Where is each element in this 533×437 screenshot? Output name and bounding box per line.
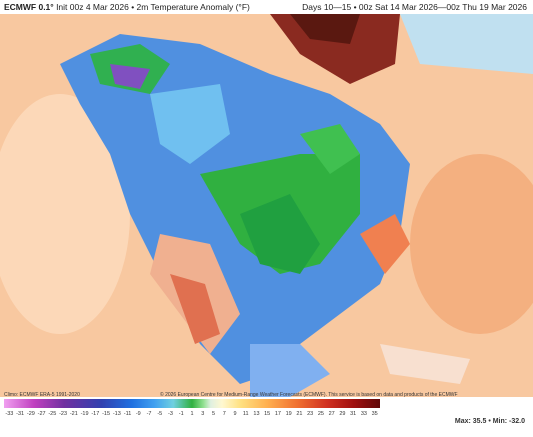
colorbar-tick-label: 13 bbox=[253, 411, 260, 417]
map bbox=[0, 14, 533, 397]
colorbar-tick-label: -25 bbox=[48, 411, 57, 417]
subtitle: Init 00z 4 Mar 2026 • 2m Temperature Ano… bbox=[56, 2, 250, 12]
colorbar-tick-label: 31 bbox=[350, 411, 357, 417]
colorbar-tick-label: 19 bbox=[285, 411, 292, 417]
colorbar-tick-label: 35 bbox=[371, 411, 378, 417]
colorbar-tick-label: -13 bbox=[112, 411, 121, 417]
copyright: © 2026 European Centre for Medium-Range … bbox=[160, 392, 458, 398]
colorbar-tick-label: -21 bbox=[69, 411, 78, 417]
colorbar-tick-label: 7 bbox=[222, 411, 226, 417]
colorbar-tick-label: -5 bbox=[157, 411, 163, 417]
colorbar-tick-label: 3 bbox=[201, 411, 205, 417]
colorbar-tick-label: 17 bbox=[274, 411, 281, 417]
colorbar bbox=[4, 399, 380, 408]
colorbar-tick-label: 27 bbox=[328, 411, 335, 417]
colorbar-tick-label: -9 bbox=[135, 411, 141, 417]
colorbar-tick-label: -17 bbox=[91, 411, 100, 417]
colorbar-tick-label: -29 bbox=[26, 411, 35, 417]
colorbar-tick-label: -7 bbox=[146, 411, 152, 417]
colorbar-tick-label: -15 bbox=[102, 411, 111, 417]
model: ECMWF 0.1° bbox=[4, 2, 54, 12]
colorbar-tick-label: 9 bbox=[233, 411, 237, 417]
colorbar-tick-label: -31 bbox=[16, 411, 25, 417]
colorbar-tick-label: -1 bbox=[178, 411, 184, 417]
colorbar-tick-label: 15 bbox=[264, 411, 271, 417]
colorbar-tick-label: -27 bbox=[37, 411, 46, 417]
colorbar-tick-label: -19 bbox=[80, 411, 89, 417]
colorbar-tick-label: 33 bbox=[360, 411, 367, 417]
header-left: ECMWF 0.1° Init 00z 4 Mar 2026 • 2m Temp… bbox=[4, 2, 250, 12]
colorbar-tick-label: -11 bbox=[123, 411, 132, 417]
climo: Climo: ECMWF ERA-5 1991-2020 bbox=[4, 392, 80, 398]
colorbar-tick-label: 1 bbox=[190, 411, 194, 417]
colorbar-tick-label: -33 bbox=[5, 411, 14, 417]
colorbar-tick-label: 5 bbox=[211, 411, 216, 417]
colorbar-tick-label: 25 bbox=[317, 411, 324, 417]
stats: Max: 35.5 • Min: -32.0 bbox=[454, 418, 525, 425]
colorbar-tick-label: -23 bbox=[59, 411, 68, 417]
valid-time: Days 10—15 • 00z Sat 14 Mar 2026—00z Thu… bbox=[302, 2, 527, 12]
colorbar-tick-label: 23 bbox=[307, 411, 314, 417]
colorbar-tick-label: 11 bbox=[242, 411, 249, 417]
colorbar-tick-label: 29 bbox=[339, 411, 346, 417]
colorbar-tick-label: 21 bbox=[296, 411, 303, 417]
colorbar-tick-label: -3 bbox=[168, 411, 173, 417]
